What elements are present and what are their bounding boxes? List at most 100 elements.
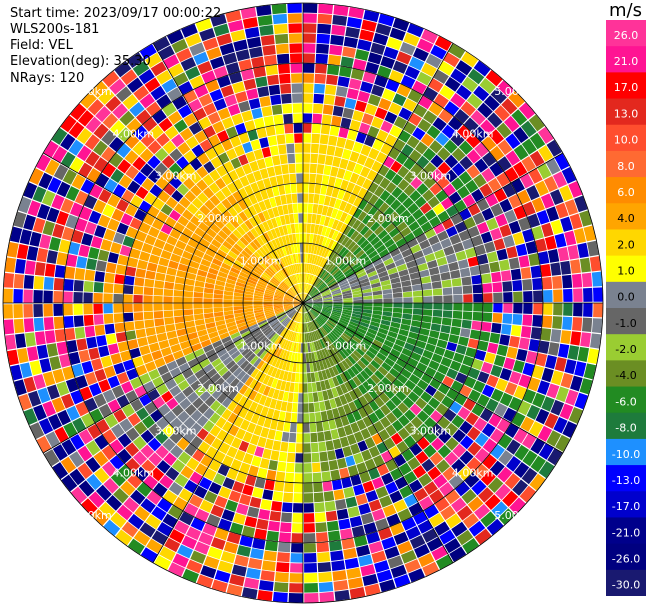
velocity-gate: [139, 251, 151, 262]
velocity-gate: [360, 281, 371, 288]
velocity-gate: [331, 187, 340, 198]
velocity-gate: [461, 319, 472, 329]
velocity-gate: [579, 378, 593, 395]
velocity-gate: [274, 309, 284, 314]
velocity-gate: [250, 228, 259, 238]
velocity-gate: [256, 334, 266, 343]
velocity-gate: [353, 265, 364, 273]
velocity-gate: [473, 463, 489, 479]
velocity-gate: [186, 374, 198, 386]
velocity-gate: [298, 393, 303, 403]
velocity-gate: [238, 253, 249, 262]
velocity-gate: [324, 358, 332, 368]
azimuth-spoke: [302, 42, 454, 304]
velocity-gate: [298, 383, 303, 393]
velocity-gate: [449, 546, 467, 562]
velocity-gate: [481, 135, 497, 151]
velocity-gate: [349, 259, 360, 268]
velocity-gate: [350, 365, 360, 376]
velocity-gate: [474, 142, 489, 158]
velocity-gate: [295, 233, 300, 243]
velocity-gate: [420, 133, 435, 147]
velocity-gate: [155, 445, 169, 459]
velocity-gate: [221, 139, 234, 152]
velocity-gate: [19, 229, 32, 245]
velocity-gate: [583, 363, 597, 380]
velocity-gate: [376, 352, 387, 362]
velocity-gate: [512, 232, 525, 246]
velocity-gate: [303, 323, 305, 333]
velocity-gate: [364, 583, 381, 596]
velocity-gate: [169, 148, 183, 162]
velocity-gate: [345, 496, 358, 508]
velocity-gate: [503, 235, 515, 248]
velocity-gate: [174, 520, 190, 535]
velocity-gate: [496, 248, 508, 261]
velocity-gate: [151, 246, 163, 257]
velocity-gate: [479, 263, 491, 275]
velocity-gate: [374, 107, 388, 120]
velocity-gate: [378, 13, 395, 27]
velocity-gate: [84, 195, 98, 210]
velocity-gate: [305, 283, 308, 293]
velocity-gate: [402, 308, 413, 314]
range-ring-label: 5.00km: [70, 85, 112, 98]
velocity-gate: [313, 305, 323, 308]
velocity-gate: [330, 208, 339, 219]
velocity-gate: [274, 572, 289, 583]
velocity-gate: [330, 313, 340, 319]
velocity-gate: [242, 17, 258, 29]
velocity-gate: [238, 100, 251, 113]
velocity-gate: [176, 423, 189, 437]
velocity-gate: [457, 406, 471, 420]
velocity-gate: [319, 134, 329, 145]
velocity-gate: [288, 289, 296, 297]
velocity-gate: [410, 244, 422, 254]
velocity-gate: [538, 251, 550, 265]
velocity-gate: [191, 144, 205, 158]
velocity-gate: [284, 214, 291, 225]
velocity-gate: [434, 497, 450, 512]
velocity-gate: [213, 473, 226, 486]
velocity-gate: [333, 306, 343, 310]
velocity-gate: [251, 328, 261, 336]
colorbar-bin: [606, 72, 646, 100]
velocity-gate: [203, 312, 214, 319]
velocity-gate: [201, 70, 216, 84]
velocity-gate: [275, 471, 286, 482]
velocity-gate: [225, 62, 240, 75]
velocity-gate: [310, 442, 319, 453]
velocity-gate: [454, 199, 467, 213]
velocity-gate: [567, 345, 580, 360]
velocity-gate: [421, 282, 432, 290]
velocity-gate: [239, 271, 250, 279]
velocity-gate: [196, 415, 209, 428]
velocity-gate: [357, 359, 367, 370]
velocity-gate: [94, 467, 110, 484]
velocity-gate: [303, 303, 313, 306]
velocity-gate: [303, 243, 306, 253]
velocity-gate: [510, 268, 522, 281]
velocity-gate: [232, 81, 246, 94]
velocity-gate: [33, 304, 43, 318]
velocity-gate: [326, 145, 336, 156]
velocity-gate: [258, 580, 274, 592]
velocity-gate: [339, 319, 349, 326]
velocity-gate: [348, 78, 362, 90]
velocity-gate: [440, 356, 452, 368]
velocity-gate: [433, 93, 449, 108]
velocity-gate: [253, 330, 263, 339]
velocity-gate: [116, 198, 130, 213]
velocity-gate: [194, 286, 204, 293]
velocity-gate: [547, 249, 560, 263]
velocity-gate: [342, 295, 353, 299]
velocity-gate: [397, 178, 410, 191]
velocity-gate: [472, 212, 485, 225]
velocity-gate: [337, 189, 346, 200]
velocity-gate: [518, 102, 536, 120]
velocity-gate: [424, 504, 439, 519]
colorbar-tick-label: -4.0: [615, 369, 636, 382]
velocity-gate: [461, 489, 477, 505]
velocity-gate: [390, 277, 401, 284]
velocity-gate: [301, 313, 303, 323]
